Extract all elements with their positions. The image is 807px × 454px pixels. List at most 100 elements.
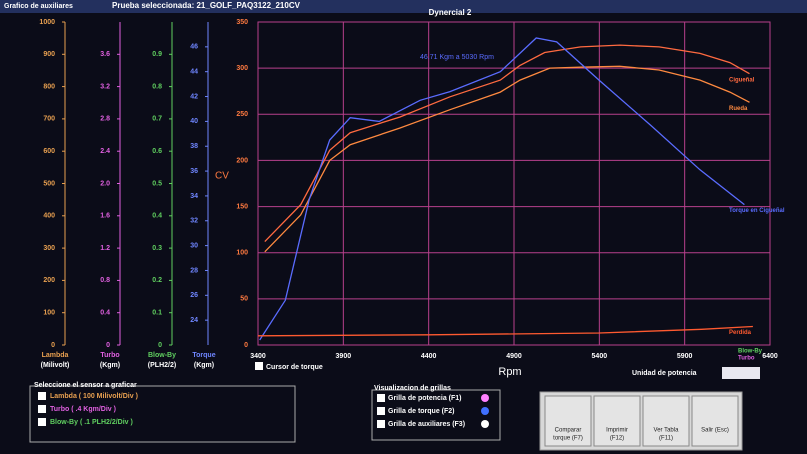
sensor-checkbox[interactable] <box>38 418 46 426</box>
aux-tick-label: 2.4 <box>100 148 110 155</box>
title-bar <box>0 0 807 13</box>
y2-tick-label: 42 <box>190 93 198 100</box>
grid-color-dot <box>481 420 489 428</box>
button[interactable] <box>691 395 739 447</box>
grid-option: Grilla de auxiliares (F3) <box>388 421 465 428</box>
aux-tick-label: 300 <box>43 245 55 252</box>
sensor-panel-title: Seleccione el sensor a graficar <box>34 382 137 389</box>
grid-checkbox[interactable] <box>377 407 385 415</box>
y2-tick-label: 28 <box>190 267 198 274</box>
power-unit-dropdown[interactable] <box>722 367 760 379</box>
series-label: Perdida <box>729 330 752 336</box>
button-label: torque (F7) <box>553 436 583 442</box>
app-name: Dynercial 2 <box>429 8 472 17</box>
y2-axis-name: Torque <box>192 352 215 359</box>
grid-color-dot <box>481 407 489 415</box>
aux-axis-unit: (Kgm) <box>100 362 120 369</box>
button-label: (F12) <box>610 436 624 442</box>
x-axis-title: Rpm <box>498 366 521 378</box>
grid-panel <box>371 389 501 441</box>
y-axis-title: CV <box>215 171 229 182</box>
grid-color-dot <box>481 394 489 402</box>
y2-tick-label: 38 <box>190 143 198 150</box>
grid-option: Grilla de potencia (F1) <box>388 395 462 402</box>
sensor-checkbox[interactable] <box>38 392 46 400</box>
x-tick-label: 3900 <box>336 353 352 360</box>
aux-tick-label: 0.4 <box>152 213 162 220</box>
aux-axis-name: Turbo <box>100 352 119 359</box>
end-label: Turbo <box>738 356 755 362</box>
aux-tick-label: 0.4 <box>100 310 110 317</box>
sensor-option: Turbo ( .4 Kgm/Div ) <box>50 406 116 413</box>
aux-tick-label: 2.0 <box>100 180 110 187</box>
button-label: Salir (Esc) <box>701 428 729 434</box>
aux-tick-label: 0 <box>158 342 162 349</box>
button-label: Comparar <box>555 428 582 434</box>
button-label: Imprimir <box>606 428 628 434</box>
aux-tick-label: 0 <box>106 342 110 349</box>
aux-tick-label: 0.8 <box>100 277 110 284</box>
aux-tick-label: 0.2 <box>152 277 162 284</box>
aux-tick-label: 0.3 <box>152 245 162 252</box>
aux-tick-label: 0.6 <box>152 148 162 155</box>
x-tick-label: 4900 <box>506 353 522 360</box>
aux-tick-label: 600 <box>43 148 55 155</box>
aux-tick-label: 100 <box>43 310 55 317</box>
x-tick-label: 5900 <box>677 353 693 360</box>
y2-tick-label: 36 <box>190 168 198 175</box>
y2-tick-label: 24 <box>190 317 198 324</box>
x-tick-label: 6400 <box>762 353 778 360</box>
y2-tick-label: 44 <box>190 69 198 76</box>
button-label: (F11) <box>659 436 673 442</box>
y2-tick-label: 40 <box>190 118 198 125</box>
cursor-checkbox[interactable] <box>255 362 263 370</box>
series-line <box>264 65 750 253</box>
series-line <box>259 37 745 341</box>
aux-tick-label: 0.9 <box>152 51 162 58</box>
grid-checkbox[interactable] <box>377 420 385 428</box>
aux-tick-label: 3.2 <box>100 83 110 90</box>
y2-tick-label: 34 <box>190 193 198 200</box>
button[interactable] <box>544 395 592 447</box>
y2-tick-label: 46 <box>190 44 198 51</box>
y-tick-label: 350 <box>236 19 248 26</box>
aux-axis-unit: (Milivolt) <box>41 362 70 369</box>
button[interactable] <box>642 395 690 447</box>
y2-tick-label: 32 <box>190 218 198 225</box>
y-tick-label: 0 <box>244 342 248 349</box>
x-tick-label: 4400 <box>421 353 437 360</box>
x-tick-label: 3400 <box>250 353 266 360</box>
y-tick-label: 100 <box>236 250 248 257</box>
series-label: Cigueñal <box>729 77 755 83</box>
aux-tick-label: 500 <box>43 180 55 187</box>
series-line <box>257 325 753 337</box>
window-title: Grafico de auxiliares <box>4 3 73 10</box>
x-tick-label: 5400 <box>592 353 608 360</box>
aux-tick-label: 1000 <box>39 19 55 26</box>
aux-tick-label: 1.2 <box>100 245 110 252</box>
aux-tick-label: 2.8 <box>100 116 110 123</box>
aux-axis-name: Blow-By <box>148 352 176 359</box>
aux-tick-label: 3.6 <box>100 51 110 58</box>
y2-tick-label: 30 <box>190 242 198 249</box>
button[interactable] <box>593 395 641 447</box>
sensor-checkbox[interactable] <box>38 405 46 413</box>
aux-tick-label: 0.7 <box>152 116 162 123</box>
aux-tick-label: 1.6 <box>100 213 110 220</box>
y-tick-label: 200 <box>236 157 248 164</box>
aux-tick-label: 700 <box>43 116 55 123</box>
sensor-option: Lambda ( 100 Milivolt/Div ) <box>50 393 138 400</box>
aux-tick-label: 400 <box>43 213 55 220</box>
y2-tick-label: 26 <box>190 292 198 299</box>
y-tick-label: 250 <box>236 111 248 118</box>
test-name: Prueba seleccionada: 21_GOLF_PAQ3122_210… <box>112 1 301 10</box>
aux-tick-label: 0 <box>51 342 55 349</box>
series-line <box>264 44 750 243</box>
grid-checkbox[interactable] <box>377 394 385 402</box>
series-label: Torque en Cigueñal <box>729 208 785 214</box>
grid-option: Grilla de torque (F2) <box>388 408 455 415</box>
sensor-panel <box>29 385 296 443</box>
